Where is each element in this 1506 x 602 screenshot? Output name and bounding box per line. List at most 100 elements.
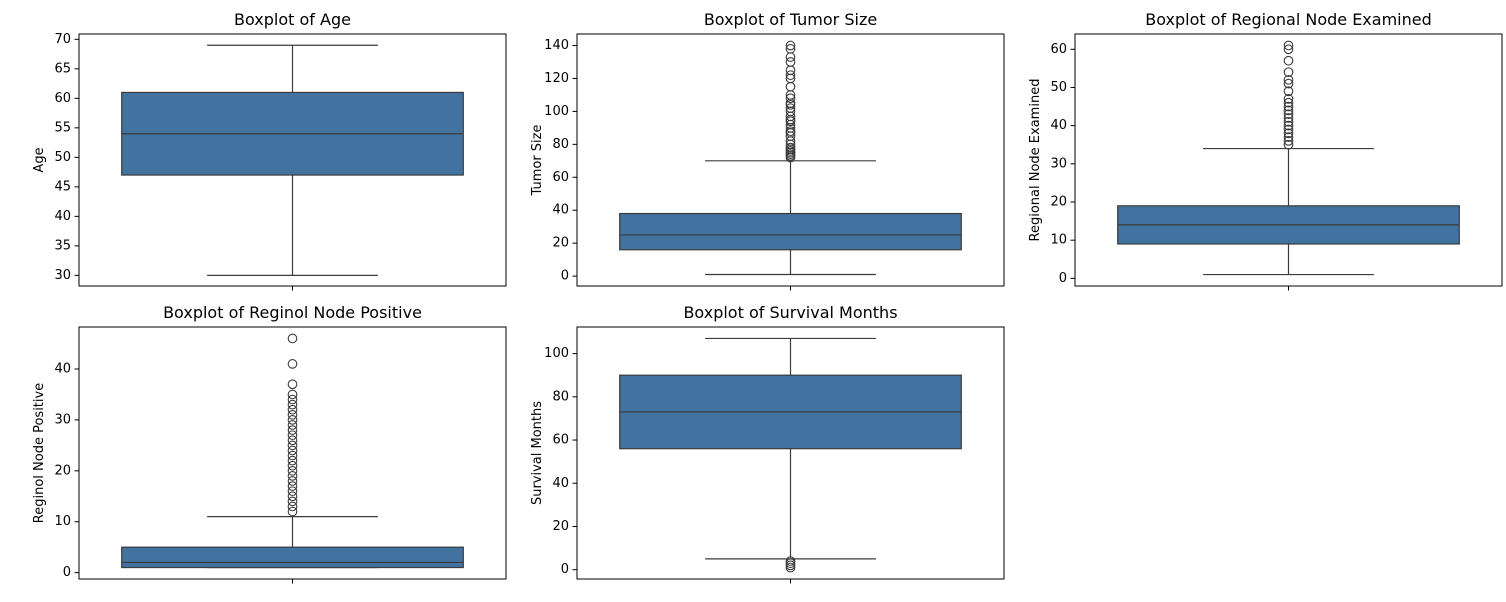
outlier-point xyxy=(287,399,298,410)
outlier-point xyxy=(287,389,298,400)
outlier-point xyxy=(1283,44,1294,55)
outlier-point xyxy=(287,445,298,456)
outlier-point xyxy=(785,81,796,92)
outlier-point xyxy=(785,126,796,137)
y-tick-label: 60 xyxy=(54,91,71,106)
y-tick-label: 40 xyxy=(552,476,569,491)
outlier-point xyxy=(287,404,298,415)
outlier-point xyxy=(785,93,796,104)
outlier-point xyxy=(1283,40,1294,51)
box xyxy=(619,212,962,251)
y-tick-label: 10 xyxy=(1050,233,1067,248)
y-tick-label: 35 xyxy=(54,238,71,253)
outlier-point xyxy=(785,142,796,153)
y-tick-label: 30 xyxy=(1050,156,1067,171)
y-tick-label: 40 xyxy=(1050,118,1067,133)
outlier-point xyxy=(287,430,298,441)
outlier-point xyxy=(1283,94,1294,104)
outlier-point xyxy=(1283,67,1294,78)
y-tick-label: 100 xyxy=(544,346,569,361)
y-tick-label: 120 xyxy=(544,71,569,86)
outlier-point xyxy=(1283,124,1294,135)
y-tick-label: 20 xyxy=(54,463,71,478)
outlier-point xyxy=(785,57,796,67)
y-axis-label: Age xyxy=(32,147,47,172)
outlier-point xyxy=(287,491,298,502)
outlier-point xyxy=(1283,78,1294,89)
outlier-point xyxy=(1283,120,1294,131)
y-tick-label: 20 xyxy=(1050,195,1067,210)
outlier-point xyxy=(287,455,298,466)
box xyxy=(121,546,464,569)
outlier-point xyxy=(785,52,796,62)
y-axis-label: Tumor Size xyxy=(530,125,545,197)
outlier-point xyxy=(1283,55,1294,66)
y-tick-label: 50 xyxy=(1050,80,1067,95)
outlier-point xyxy=(785,40,796,51)
outlier-point xyxy=(1283,105,1294,116)
y-tick-label: 0 xyxy=(63,565,71,580)
chart-title: Boxplot of Regional Node Examined xyxy=(1145,10,1432,29)
y-axis-label: Regional Node Examined xyxy=(1028,79,1043,242)
chart-title: Boxplot of Age xyxy=(234,10,351,29)
y-tick-label: 45 xyxy=(54,179,71,194)
y-tick-label: 0 xyxy=(561,562,569,577)
y-tick-label: 10 xyxy=(54,514,71,529)
outlier-point xyxy=(287,420,298,430)
subplot-2: 0 20 40 60 80 100 120 140 Boxplot of Tumor Size T… xyxy=(530,10,1005,291)
outlier-point xyxy=(287,465,298,476)
outlier-point xyxy=(1283,74,1294,85)
y-axis-label: Reginol Node Positive xyxy=(32,383,47,523)
subplot-4: 0 10 20 30 40 Boxplot of Reginol Node Positiv… xyxy=(32,303,507,584)
outlier-point xyxy=(287,471,298,481)
y-tick-label: 60 xyxy=(1050,42,1067,57)
y-tick-label: 20 xyxy=(552,236,569,251)
y-tick-label: 50 xyxy=(54,150,71,165)
outlier-point xyxy=(1283,97,1294,108)
outlier-point xyxy=(1283,116,1294,127)
y-tick-label: 30 xyxy=(54,268,71,283)
outlier-point xyxy=(287,440,298,451)
outlier-point xyxy=(287,501,298,512)
outlier-point xyxy=(287,359,298,369)
y-tick-label: 140 xyxy=(544,38,569,53)
outlier-point xyxy=(287,435,298,446)
y-tick-label: 100 xyxy=(544,104,569,119)
outlier-point xyxy=(785,43,796,54)
outlier-point xyxy=(287,333,298,344)
outlier-point xyxy=(287,460,298,471)
outlier-point xyxy=(785,70,796,81)
outlier-point xyxy=(287,379,298,390)
outlier-point xyxy=(287,425,298,435)
subplot-3: 0 10 20 30 40 50 60 Boxplot of Regional Node Ex… xyxy=(1028,10,1503,291)
chart-title: Boxplot of Tumor Size xyxy=(704,10,877,29)
outlier-point xyxy=(1283,101,1294,112)
y-tick-label: 40 xyxy=(54,209,71,224)
outlier-point xyxy=(287,496,298,507)
y-tick-label: 55 xyxy=(54,120,71,135)
outlier-point xyxy=(1283,132,1294,142)
outlier-point xyxy=(287,415,298,425)
outlier-point xyxy=(287,394,298,405)
y-tick-label: 80 xyxy=(552,137,569,152)
y-tick-label: 65 xyxy=(54,61,71,76)
outlier-point xyxy=(785,103,796,113)
chart-title: Boxplot of Survival Months xyxy=(683,303,897,322)
outlier-point xyxy=(287,409,298,420)
y-tick-label: 80 xyxy=(552,389,569,404)
outlier-point xyxy=(785,556,796,566)
subplot-1: 30 35 40 45 50 55 60 65 70 Boxplot of Age Age xyxy=(32,10,507,291)
outlier-point xyxy=(1283,113,1294,123)
y-tick-label: 30 xyxy=(54,412,71,427)
outlier-point xyxy=(287,506,298,517)
y-tick-label: 40 xyxy=(552,203,569,218)
y-tick-label: 70 xyxy=(54,32,71,47)
outlier-point xyxy=(1283,136,1294,146)
outlier-point xyxy=(287,486,298,497)
y-axis-label: Survival Months xyxy=(530,401,545,505)
outlier-point xyxy=(287,481,298,491)
outlier-point xyxy=(785,65,796,76)
outlier-point xyxy=(1283,109,1294,120)
y-tick-label: 60 xyxy=(552,170,569,185)
